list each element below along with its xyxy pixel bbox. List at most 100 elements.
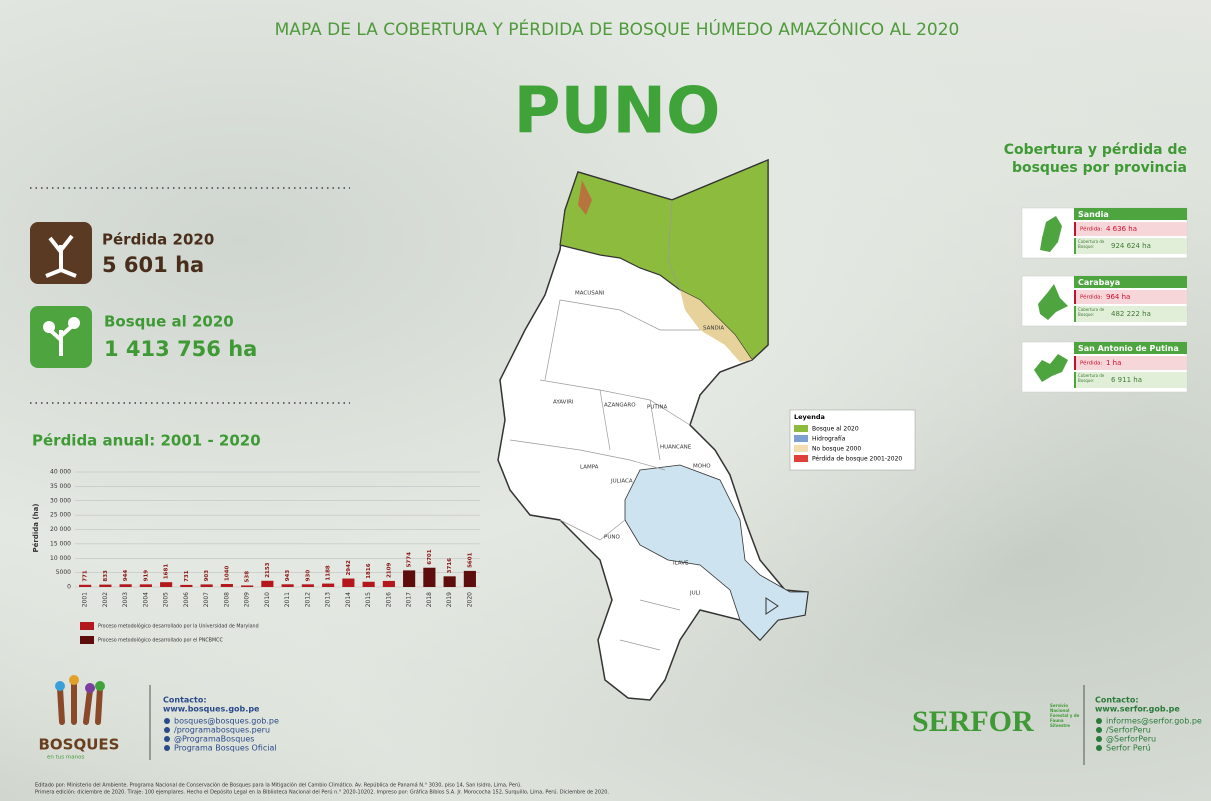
bar-value-label: 903: [204, 570, 210, 582]
bar-value-label: 1816: [366, 563, 372, 578]
place-label: MOHO: [693, 464, 711, 470]
bar: [180, 585, 192, 587]
x-tick-label: 2013: [325, 592, 332, 607]
legend-swatch: [794, 425, 808, 432]
cover-label: Cobertura de Bosque:: [1078, 373, 1108, 383]
cover-mark: [1074, 372, 1076, 388]
contact-link[interactable]: @ProgramaBosques: [174, 735, 254, 744]
logo-dot: [55, 681, 65, 691]
x-tick-label: 2011: [284, 592, 291, 607]
loss-value: 1 ha: [1106, 359, 1121, 367]
place-label: ILAVE: [673, 561, 689, 567]
serfor-sub: Servicio Nacional Forestal y de Fauna Si…: [1050, 703, 1080, 728]
loss-label: Pérdida:: [1080, 294, 1103, 301]
serfor-logo: SERFOR: [912, 705, 1034, 738]
title: MAPA DE LA COBERTURA Y PÉRDIDA DE BOSQUE…: [275, 18, 960, 40]
bar: [383, 581, 395, 587]
legend-swatch: [794, 455, 808, 462]
x-tick-label: 2007: [203, 592, 210, 607]
bar: [160, 582, 172, 587]
legend-item: Pérdida de bosque 2001-2020: [812, 456, 902, 463]
bar-value-label: 6701: [427, 549, 433, 564]
legend-swatch: [794, 435, 808, 442]
icon: [1096, 736, 1102, 742]
chart-title: Pérdida anual: 2001 - 2020: [32, 432, 261, 450]
bar: [140, 584, 152, 587]
poster: MAPA DE LA COBERTURA Y PÉRDIDA DE BOSQUE…: [0, 0, 1211, 801]
place-label: JULI: [689, 591, 701, 597]
bosques-logo: BOSQUES en tus manos: [39, 675, 120, 761]
place-label: AZANGARO: [604, 403, 636, 409]
stat-label: Pérdida 2020: [102, 231, 214, 249]
x-tick-label: 2002: [102, 592, 109, 607]
bar: [302, 584, 314, 587]
contact-link[interactable]: Programa Bosques Oficial: [174, 744, 277, 753]
legend-swatch: [80, 636, 94, 644]
bar: [79, 585, 91, 587]
bar-value-label: 2109: [386, 562, 392, 577]
contact-link[interactable]: informes@serfor.gob.pe: [1106, 717, 1202, 726]
cover-value: 6 911 ha: [1111, 376, 1142, 384]
place-label: PUTINA: [647, 405, 667, 411]
bar-value-label: 2942: [346, 560, 352, 575]
place-label: PUNO: [604, 535, 620, 541]
bar-value-label: 919: [143, 570, 149, 582]
contact-web: www.bosques.gob.pe: [163, 705, 260, 714]
loss-label: Pérdida:: [1080, 226, 1103, 233]
bar-value-label: 1188: [326, 565, 332, 580]
place-label: LAMPA: [580, 465, 599, 471]
stat-label: Bosque al 2020: [104, 313, 234, 331]
page-body: { "header":{"title":"MAPA DE LA COBERTUR…: [0, 0, 1211, 801]
forest-icon-leaf: [43, 321, 55, 333]
y-tick-label: 35 000: [50, 483, 71, 490]
x-tick-label: 2016: [385, 592, 392, 607]
bar: [464, 571, 476, 587]
contact-title: Contacto:: [1095, 696, 1139, 705]
logo-text: BOSQUES: [39, 736, 120, 754]
contact-link[interactable]: @SerforPeru: [1106, 735, 1156, 744]
place-label: AYAVIRI: [553, 400, 574, 406]
credits: Editado por: Ministerio del Ambiente. Pr…: [35, 782, 522, 789]
x-tick-label: 2020: [466, 592, 473, 607]
bar: [261, 581, 273, 587]
cover-label: Cobertura de Bosque:: [1078, 239, 1108, 249]
forest-icon-leaf: [68, 317, 80, 329]
serfor-contact: Contacto: www.serfor.gob.pe informes@ser…: [1095, 696, 1202, 753]
bar-value-label: 1681: [164, 564, 170, 579]
y-tick-label: 0: [67, 584, 71, 591]
x-tick-label: 2004: [142, 592, 149, 607]
legend-label: Proceso metodológico desarrollado por la…: [98, 623, 259, 630]
icon: [1096, 727, 1102, 733]
bar: [241, 585, 253, 587]
bar-value-label: 833: [103, 570, 109, 582]
bar-value-label: 930: [305, 570, 311, 582]
contact-link[interactable]: /programabosques.peru: [174, 726, 270, 735]
bar: [403, 570, 415, 587]
y-axis-label: Pérdida (ha): [32, 503, 40, 552]
x-tick-label: 2015: [365, 592, 372, 607]
icon: [164, 745, 170, 751]
bar: [282, 584, 294, 587]
y-tick-label: 15 000: [50, 540, 71, 547]
legend-item: Bosque al 2020: [812, 426, 859, 433]
bar: [322, 584, 334, 587]
y-tick-label: 30 000: [50, 497, 71, 504]
bar: [221, 584, 233, 587]
stat-value: 5 601 ha: [102, 253, 204, 277]
bar-value-label: 3716: [447, 558, 453, 573]
bar: [363, 582, 375, 587]
legend-swatch: [80, 622, 94, 630]
contact-link[interactable]: /SerforPeru: [1106, 726, 1151, 735]
y-tick-label: 25 000: [50, 512, 71, 519]
y-tick-label: 5000: [56, 569, 71, 576]
contact-web: www.serfor.gob.pe: [1095, 705, 1180, 714]
icon: [164, 727, 170, 733]
x-tick-label: 2017: [406, 592, 413, 607]
contact-link[interactable]: Serfor Perú: [1106, 744, 1151, 753]
logo-dot: [85, 683, 95, 693]
credits: Primera edición: diciembre de 2020. Tira…: [35, 789, 609, 796]
bar-value-label: 1040: [224, 566, 230, 581]
contact-link[interactable]: bosques@bosques.gob.pe: [174, 717, 279, 726]
map: MACUSANI SANDIA AYAVIRI AZANGARO PUTINA …: [498, 160, 808, 700]
legend-title: Leyenda: [794, 413, 825, 421]
